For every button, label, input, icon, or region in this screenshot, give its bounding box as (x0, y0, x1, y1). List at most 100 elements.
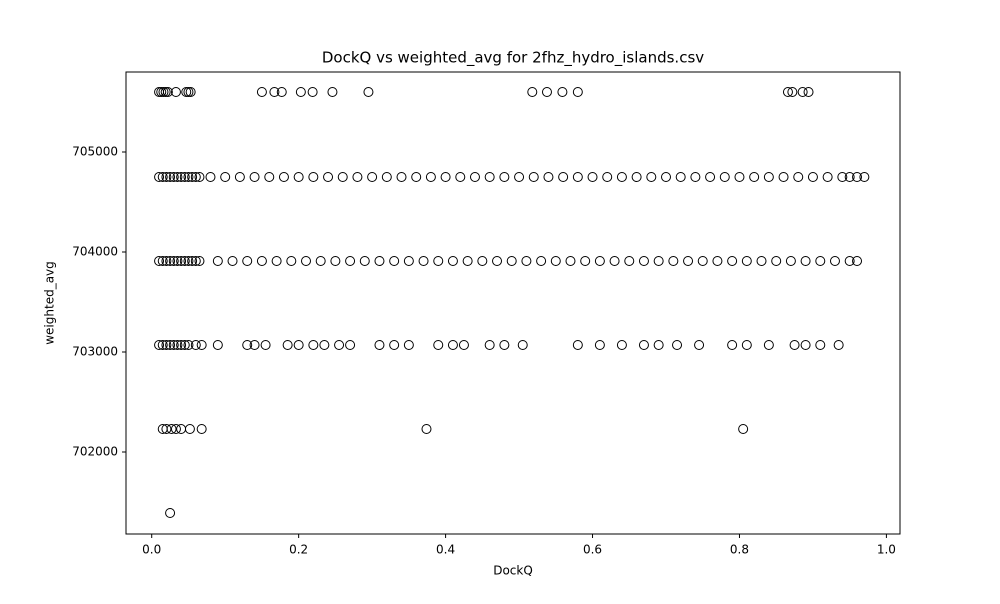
scatter-point (278, 172, 289, 182)
scatter-point (249, 340, 260, 350)
scatter-point (594, 340, 605, 350)
scatter-point (308, 172, 319, 182)
scatter-point (374, 256, 385, 266)
scatter-point (672, 340, 683, 350)
scatter-point (194, 256, 205, 266)
scatter-point (433, 340, 444, 350)
scatter-point (367, 172, 378, 182)
scatter-point (403, 256, 414, 266)
scatter-point (185, 87, 196, 97)
scatter-point (170, 424, 181, 434)
scatter-point (227, 256, 238, 266)
y-tick-label: 702000 (72, 445, 118, 459)
scatter-point (196, 340, 207, 350)
scatter-point (837, 172, 848, 182)
scatter-point (807, 172, 818, 182)
scatter-point (160, 87, 171, 97)
chart-title: DockQ vs weighted_avg for 2fhz_hydro_isl… (322, 49, 704, 68)
scatter-point (705, 172, 716, 182)
scatter-point (822, 172, 833, 182)
scatter-point (418, 256, 429, 266)
scatter-point (492, 256, 503, 266)
scatter-point (734, 172, 745, 182)
scatter-point (154, 340, 165, 350)
scatter-point (181, 87, 192, 97)
scatter-point (212, 256, 223, 266)
scatter-point (661, 172, 671, 182)
scatter-point (319, 340, 330, 350)
scatter-point (646, 172, 657, 182)
scatter-point (307, 87, 318, 97)
scatter-point (166, 424, 177, 434)
scatter-point (653, 340, 664, 350)
scatter-point (157, 256, 168, 266)
scatter-point (543, 172, 554, 182)
scatter-point (462, 256, 473, 266)
x-tick-label: 0.0 (142, 543, 161, 557)
scatter-point (763, 172, 774, 182)
scatter-point (293, 340, 304, 350)
scatter-point (179, 256, 190, 266)
scatter-point (425, 172, 436, 182)
scatter-point (815, 340, 826, 350)
scatter-point (469, 172, 480, 182)
scatter-point (829, 256, 840, 266)
scatter-point (308, 340, 319, 350)
scatter-point (499, 340, 510, 350)
scatter-point (793, 172, 804, 182)
scatter-point (565, 256, 576, 266)
scatter-point (683, 256, 694, 266)
scatter-point (697, 256, 708, 266)
scatter-point (282, 340, 293, 350)
scatter-point (345, 340, 356, 350)
scatter-point (264, 172, 275, 182)
scatter-point (852, 172, 863, 182)
scatter-point (771, 256, 782, 266)
scatter-point (323, 172, 334, 182)
scatter-point (447, 256, 458, 266)
scatter-point (785, 256, 796, 266)
x-tick-label: 0.2 (289, 543, 308, 557)
scatter-point (602, 172, 613, 182)
scatter-point (638, 340, 649, 350)
scatter-point (242, 256, 253, 266)
scatter-point (624, 256, 635, 266)
scatter-point (557, 87, 568, 97)
scatter-point (157, 340, 168, 350)
scatter-point (183, 340, 194, 350)
scatter-point (242, 340, 253, 350)
scatter-point (550, 256, 561, 266)
scatter-point (190, 172, 201, 182)
scatter-point (276, 87, 287, 97)
scatter-point (616, 340, 627, 350)
x-tick-label: 0.8 (730, 543, 749, 557)
scatter-point (161, 424, 172, 434)
y-tick-label: 705000 (72, 145, 118, 159)
scatter-point (844, 256, 855, 266)
scatter-point (558, 172, 569, 182)
scatter-point (833, 340, 844, 350)
scatter-point (727, 340, 738, 350)
scatter-point (165, 256, 176, 266)
scatter-point (536, 256, 547, 266)
scatter-point (220, 172, 231, 182)
scatter-point (638, 256, 649, 266)
scatter-point (572, 172, 583, 182)
x-tick-label: 0.6 (583, 543, 602, 557)
scatter-point (719, 172, 730, 182)
scatter-point (527, 87, 538, 97)
scatter-point (789, 340, 800, 350)
scatter-point (800, 256, 811, 266)
scatter-point (179, 172, 190, 182)
scatter-point (815, 256, 826, 266)
scatter-point (212, 340, 223, 350)
scatter-point (521, 256, 532, 266)
scatter-point (541, 87, 552, 97)
scatter-point (782, 87, 793, 97)
scatter-point (580, 256, 591, 266)
scatter-point (172, 340, 183, 350)
scatter-point (694, 340, 705, 350)
scatter-point (168, 172, 179, 182)
scatter-point (187, 256, 198, 266)
